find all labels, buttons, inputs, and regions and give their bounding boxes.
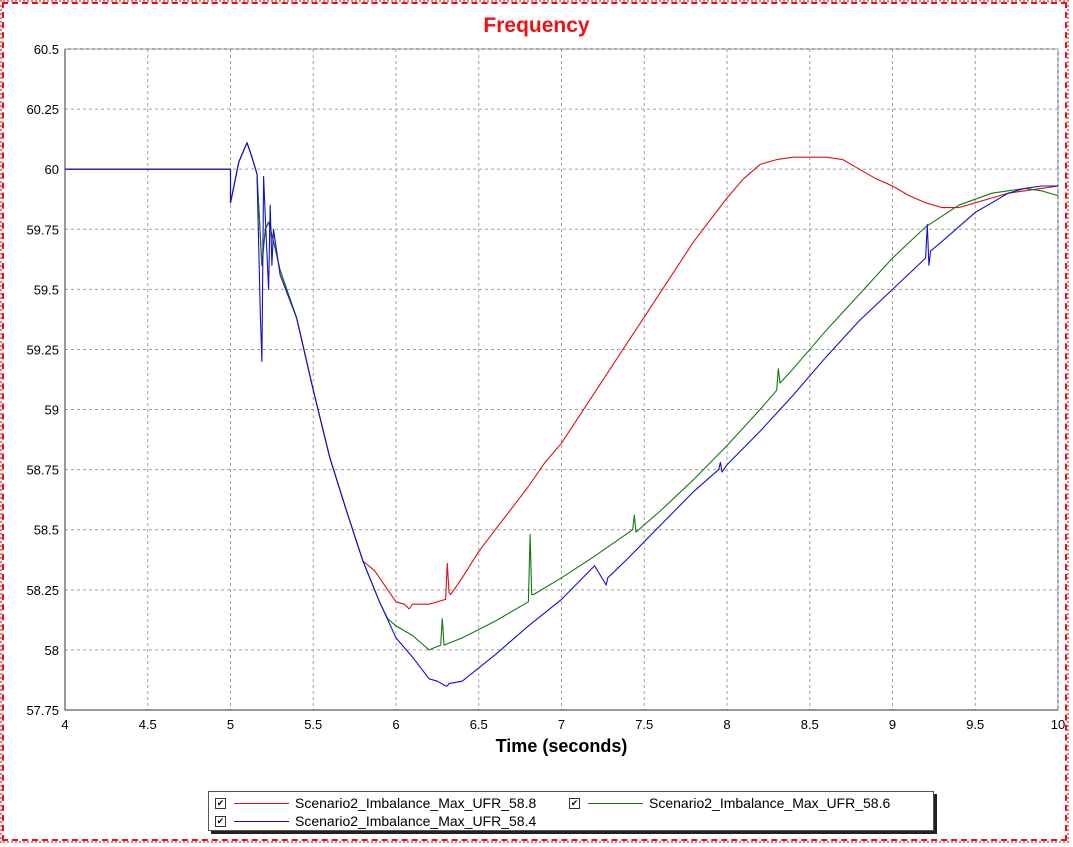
x-tick-label: 5.5 (304, 717, 322, 732)
x-tick-label: 4.5 (139, 717, 157, 732)
legend: ✔ Scenario2_Imbalance_Max_UFR_58.8 ✔ Sce… (208, 791, 934, 831)
legend-label: Scenario2_Imbalance_Max_UFR_58.4 (295, 813, 537, 829)
legend-checkbox-58-4[interactable]: ✔ (215, 815, 226, 827)
legend-swatch-blue (234, 820, 289, 822)
x-axis-label: Time (seconds) (495, 736, 628, 756)
series-line-2 (65, 142, 1058, 687)
y-tick-label: 57.75 (26, 703, 59, 718)
legend-item-58-8[interactable]: ✔ Scenario2_Imbalance_Max_UFR_58.8 (215, 794, 536, 812)
y-tick-label: 59.25 (26, 342, 59, 357)
legend-item-58-4[interactable]: ✔ Scenario2_Imbalance_Max_UFR_58.4 (215, 812, 536, 830)
x-tick-label: 5 (227, 717, 234, 732)
x-tick-label: 6.5 (470, 717, 488, 732)
y-tick-label: 59.75 (26, 222, 59, 237)
x-tick-label: 10 (1051, 717, 1065, 732)
x-tick-label: 9.5 (966, 717, 984, 732)
legend-swatch-red (234, 802, 289, 804)
legend-checkbox-58-6[interactable]: ✔ (569, 797, 580, 809)
y-tick-label: 59.5 (34, 282, 59, 297)
y-tick-label: 58 (45, 643, 59, 658)
legend-item-58-6[interactable]: ✔ Scenario2_Imbalance_Max_UFR_58.6 (569, 794, 890, 812)
legend-swatch-green (588, 802, 643, 804)
x-tick-label: 4 (61, 717, 68, 732)
y-tick-label: 58.25 (26, 583, 59, 598)
x-tick-label: 8.5 (801, 717, 819, 732)
x-tick-label: 7.5 (635, 717, 653, 732)
x-tick-label: 9 (889, 717, 896, 732)
legend-label: Scenario2_Imbalance_Max_UFR_58.6 (649, 795, 891, 811)
y-tick-label: 59 (45, 403, 59, 418)
y-tick-label: 60 (45, 162, 59, 177)
y-tick-label: 60.25 (26, 102, 59, 117)
x-tick-label: 6 (392, 717, 399, 732)
x-tick-label: 7 (558, 717, 565, 732)
legend-label: Scenario2_Imbalance_Max_UFR_58.8 (295, 795, 537, 811)
x-tick-label: 8 (723, 717, 730, 732)
series-line-1 (65, 142, 1059, 651)
y-tick-label: 60.5 (34, 42, 59, 57)
y-tick-label: 58.75 (26, 463, 59, 478)
y-tick-label: 58.5 (34, 523, 59, 538)
legend-checkbox-58-8[interactable]: ✔ (215, 797, 226, 809)
chart-title: Frequency (483, 14, 590, 37)
